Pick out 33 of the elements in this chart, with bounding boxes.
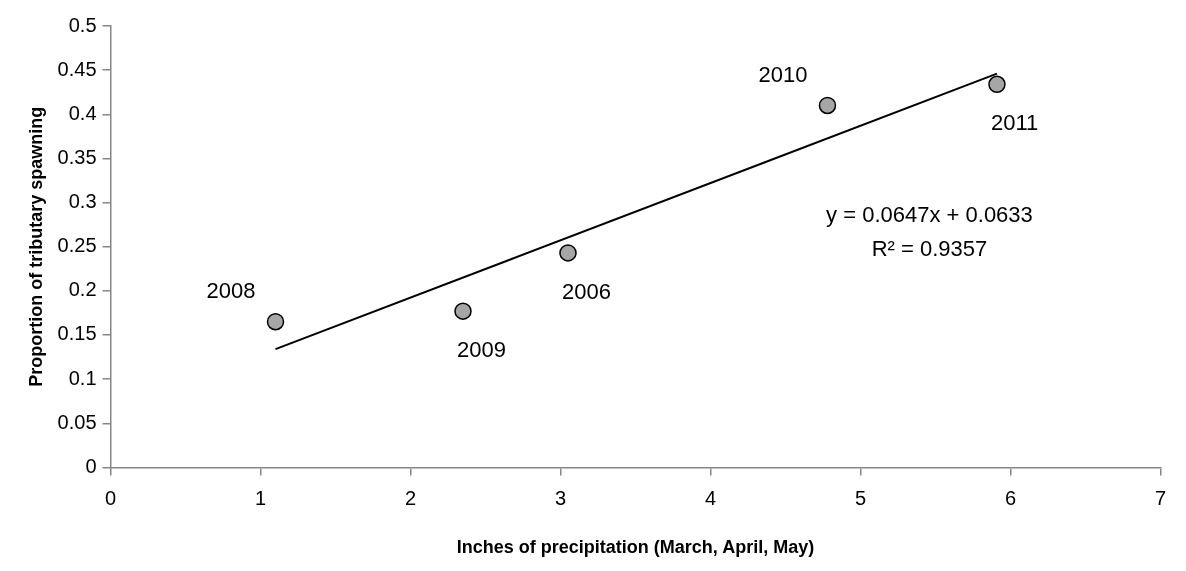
x-tick-label: 2: [404, 486, 417, 509]
y-tick-label: 0.2: [68, 278, 97, 301]
annotation: y = 0.0647x + 0.0633: [826, 201, 1033, 227]
x-tick-label: 3: [554, 486, 567, 509]
y-tick-label: 0: [85, 454, 97, 477]
y-tick-label: 0.05: [57, 410, 97, 433]
x-tick-label: 1: [254, 486, 267, 509]
y-tick-label: 0.15: [57, 322, 97, 345]
x-tick-label: 0: [104, 486, 117, 509]
x-axis-title: Inches of precipitation (March, April, May): [456, 537, 815, 558]
point: [818, 96, 837, 115]
annotation: 2006: [561, 278, 611, 304]
y-tick-label: 0.4: [68, 101, 97, 124]
annotation: 2010: [758, 61, 808, 87]
x-tick-label: 4: [704, 486, 717, 509]
point: [266, 312, 285, 331]
x-tick-label: 7: [1154, 486, 1166, 509]
annotation: 2011: [990, 110, 1039, 136]
y-tick-label: 0.5: [68, 13, 97, 36]
x-tick-label: 5: [854, 486, 867, 509]
point: [454, 302, 472, 320]
x-tick-label: 6: [1004, 486, 1017, 509]
y-tick-label: 0.25: [57, 234, 97, 257]
annotation: 2008: [206, 277, 256, 303]
y-tick-label: 0.3: [68, 190, 97, 213]
annotation: R² = 0.9357: [871, 235, 988, 261]
y-axis-title: Proportion of tributary spawning: [25, 106, 46, 387]
point: [988, 75, 1006, 94]
y-tick-label: 0.35: [57, 145, 97, 168]
y-tick-label: 0.1: [68, 366, 97, 389]
annotation: 2009: [457, 337, 506, 363]
y-tick-label: 0.45: [57, 57, 97, 80]
point: [559, 244, 577, 262]
